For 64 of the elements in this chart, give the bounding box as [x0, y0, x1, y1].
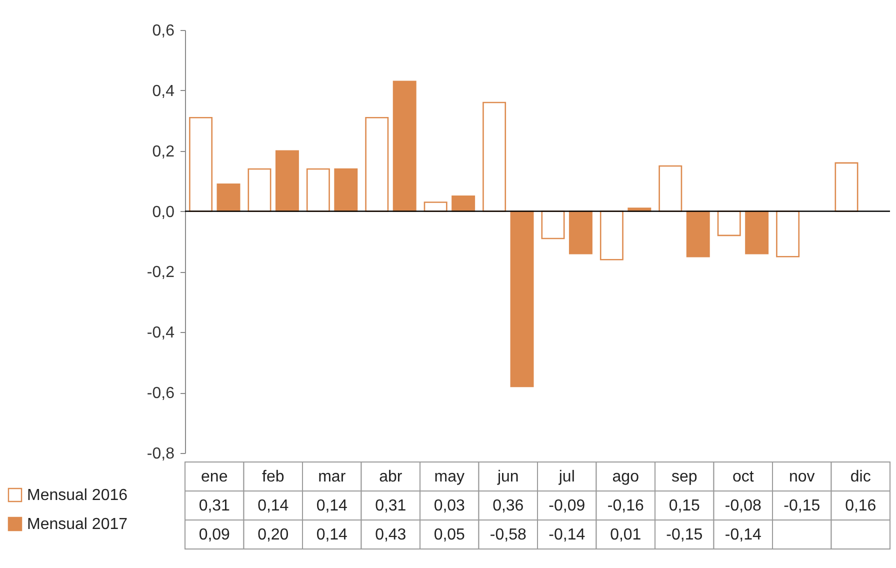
x-tick-label: may: [434, 468, 464, 486]
bar: [275, 150, 299, 212]
data-label: -0,16: [607, 498, 644, 514]
bar: [568, 210, 592, 254]
data-label: 0,05: [434, 526, 466, 544]
data-label: 0,31: [198, 498, 230, 514]
bar: [189, 116, 213, 212]
bar: [482, 102, 506, 212]
data-label: 0,16: [845, 498, 876, 514]
bar: [248, 168, 272, 212]
x-tick-label: nov: [788, 468, 815, 486]
bar: [745, 210, 769, 254]
data-label: 0,31: [375, 498, 406, 514]
bar: [452, 196, 476, 212]
data-label: 0,14: [316, 498, 348, 514]
legend-label: Mensual 2017: [27, 516, 128, 533]
data-label: 0,14: [316, 526, 348, 544]
y-tick-label: -0,8: [146, 446, 175, 462]
x-tick-label: mar: [318, 468, 346, 486]
x-tick-label: sep: [671, 468, 698, 486]
x-tick-label: dic: [850, 468, 871, 486]
data-label: 0,03: [434, 498, 466, 514]
y-tick-label: -0,4: [146, 324, 175, 342]
data-label: -0,14: [724, 526, 762, 544]
data-label: 0,15: [668, 498, 700, 514]
legend-label: Mensual 2016: [27, 487, 128, 504]
y-tick-label: -0,2: [146, 264, 175, 282]
x-tick-label: ene: [201, 468, 228, 486]
x-tick-label: jul: [558, 468, 575, 486]
x-tick-label: abr: [379, 468, 403, 486]
bar: [776, 210, 800, 258]
bar: [510, 210, 534, 388]
y-tick-label: 0,2: [152, 143, 175, 160]
data-label: -0,15: [666, 526, 703, 544]
bar: [686, 210, 710, 258]
bar: [306, 168, 330, 212]
bar: [365, 116, 389, 212]
bar: [216, 183, 240, 212]
x-tick-label: oct: [732, 468, 754, 486]
y-tick-label: -0,6: [146, 385, 175, 402]
data-label: -0,08: [724, 498, 762, 514]
data-label: -0,58: [490, 526, 526, 544]
bar: [334, 168, 358, 212]
data-label: 0,01: [610, 526, 642, 544]
bar: [392, 80, 416, 212]
data-label: 0,14: [258, 498, 289, 514]
bar: [834, 162, 858, 212]
y-tick-label: 0,0: [152, 204, 175, 221]
data-label: 0,36: [492, 498, 524, 514]
x-tick-label: feb: [262, 468, 284, 486]
x-tick-label: ago: [612, 468, 640, 486]
bar: [541, 210, 565, 240]
bar: [658, 165, 682, 212]
y-tick-label: 0,4: [152, 82, 175, 100]
data-label: 0,20: [258, 526, 289, 544]
data-label: -0,15: [784, 498, 820, 514]
bar: [717, 210, 741, 236]
y-tick-label: 0,6: [152, 22, 175, 40]
data-label: 0,09: [198, 526, 230, 544]
data-label: -0,09: [548, 498, 586, 514]
x-tick-label: jun: [496, 468, 519, 486]
data-label: 0,43: [375, 526, 406, 544]
bar: [600, 210, 624, 260]
data-label: -0,14: [548, 526, 586, 544]
